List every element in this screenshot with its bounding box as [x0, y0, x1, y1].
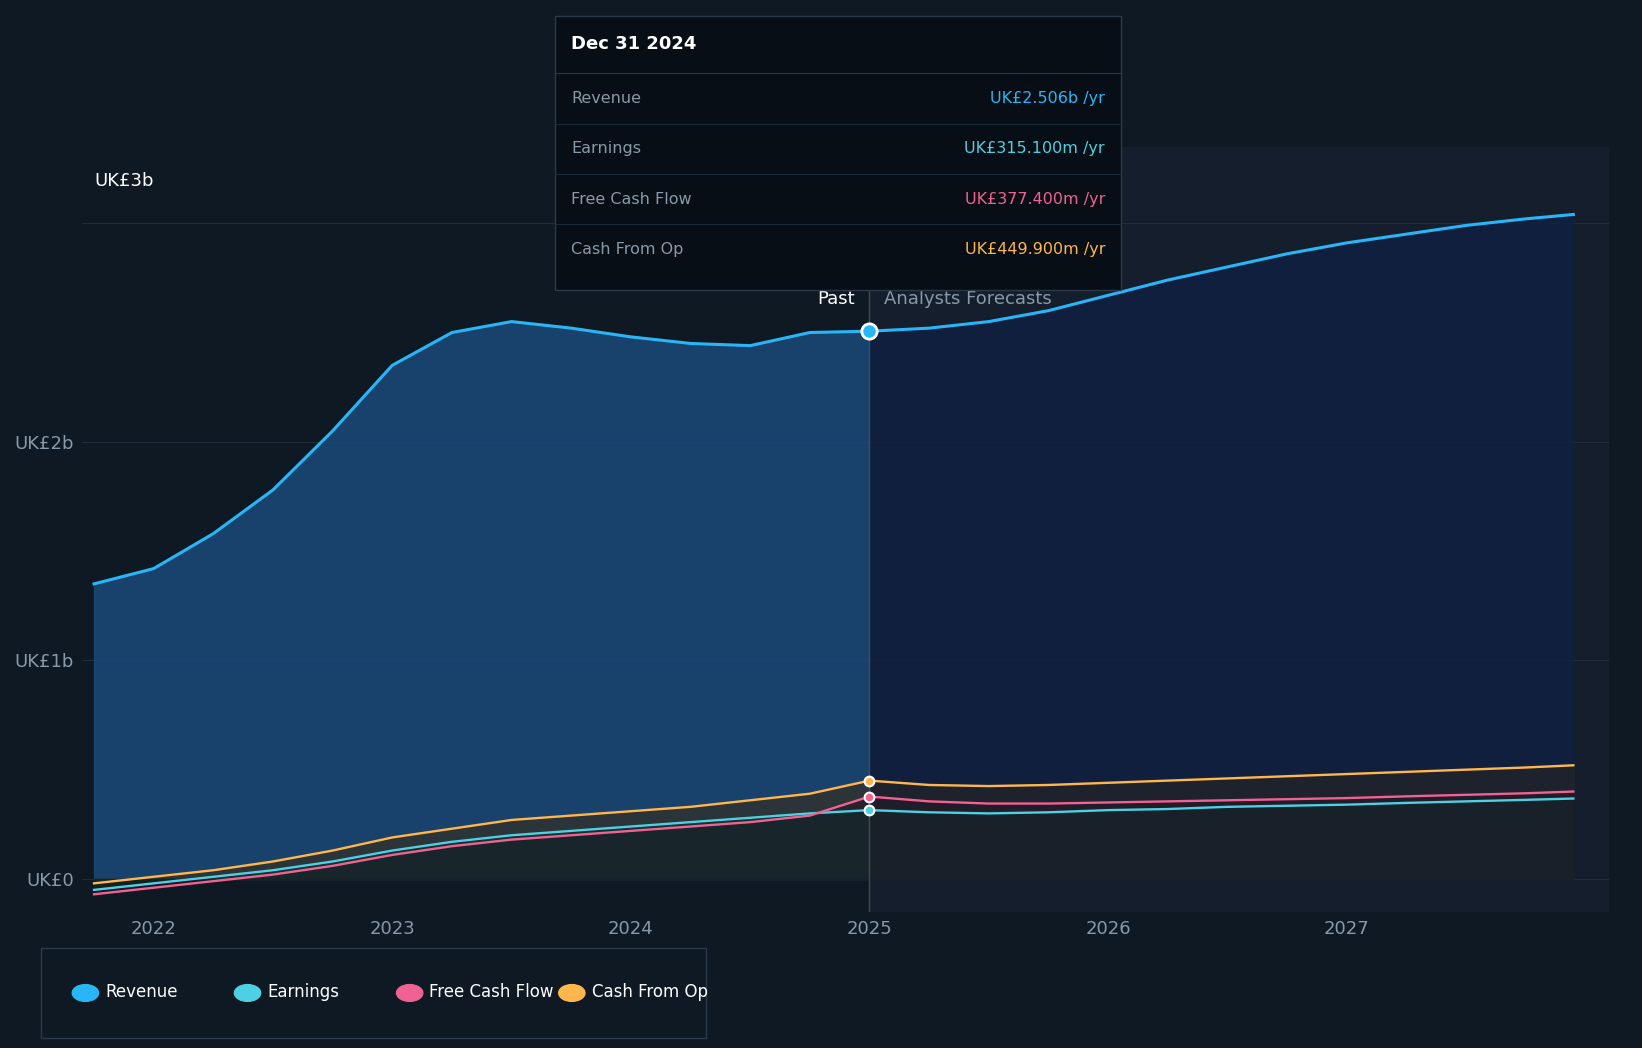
Text: Cash From Op: Cash From Op — [591, 983, 708, 1002]
Text: UK£2.506b /yr: UK£2.506b /yr — [990, 91, 1105, 106]
Bar — [82, 147, 870, 912]
Text: Free Cash Flow: Free Cash Flow — [571, 192, 691, 206]
Text: Past: Past — [818, 289, 855, 308]
Text: Cash From Op: Cash From Op — [571, 242, 683, 257]
Text: Revenue: Revenue — [105, 983, 177, 1002]
Text: Earnings: Earnings — [571, 141, 642, 156]
Text: UK£449.900m /yr: UK£449.900m /yr — [964, 242, 1105, 257]
Text: UK£377.400m /yr: UK£377.400m /yr — [965, 192, 1105, 206]
Text: UK£3b: UK£3b — [94, 172, 154, 191]
Bar — [870, 147, 1609, 912]
Text: Analysts Forecasts: Analysts Forecasts — [883, 289, 1051, 308]
Text: Free Cash Flow: Free Cash Flow — [430, 983, 553, 1002]
Text: Revenue: Revenue — [571, 91, 642, 106]
Text: Dec 31 2024: Dec 31 2024 — [571, 35, 696, 52]
Text: Earnings: Earnings — [268, 983, 340, 1002]
Text: UK£315.100m /yr: UK£315.100m /yr — [964, 141, 1105, 156]
